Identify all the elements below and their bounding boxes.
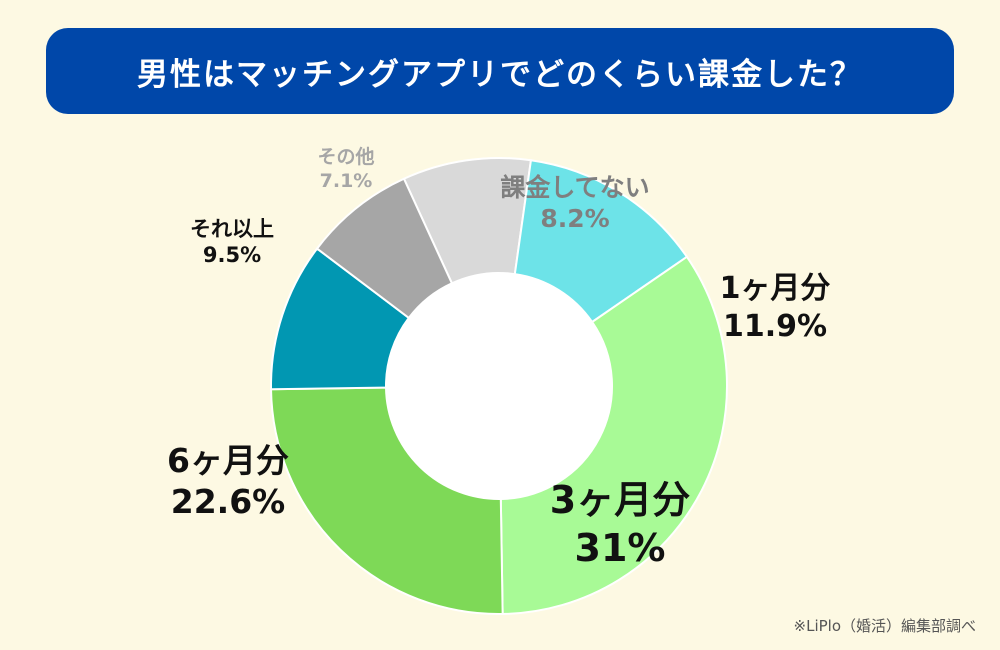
label-6-months-value: 22.6% — [170, 482, 286, 522]
chart-title: 男性はマッチングアプリでどのくらい課金した？ — [137, 56, 863, 93]
label-kakin-shitenai-value: 8.2% — [540, 204, 610, 234]
label-kakin-shitenai: 課金してない 8.2% — [480, 172, 670, 235]
label-1-month-value: 11.9% — [722, 308, 828, 344]
label-3-months-value: 31% — [574, 525, 666, 570]
label-sonota-name: その他 — [317, 146, 375, 168]
label-sonota-value: 7.1% — [319, 169, 373, 192]
label-sore-ijou: それ以上 9.5% — [162, 216, 302, 269]
label-kakin-shitenai-name: 課金してない — [500, 173, 650, 202]
label-sonota: その他 7.1% — [296, 146, 396, 194]
label-6-months: 6ヶ月分 22.6% — [148, 440, 308, 523]
label-sore-ijou-value: 9.5% — [202, 243, 262, 268]
source-note: ※LiPlo（婚活）編集部調べ — [793, 617, 976, 635]
label-1-month: 1ヶ月分 11.9% — [700, 270, 850, 345]
label-sore-ijou-name: それ以上 — [190, 217, 274, 241]
label-3-months: 3ヶ月分 31% — [520, 477, 720, 572]
label-6-months-name: 6ヶ月分 — [167, 441, 289, 480]
label-3-months-name: 3ヶ月分 — [549, 478, 691, 522]
donut-hole — [386, 273, 612, 499]
title-banner: 男性はマッチングアプリでどのくらい課金した？ — [46, 28, 954, 114]
label-1-month-name: 1ヶ月分 — [719, 271, 831, 306]
